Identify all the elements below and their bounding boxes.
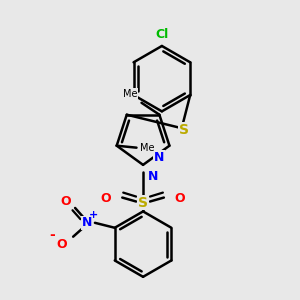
Text: S: S — [138, 196, 148, 209]
Text: Cl: Cl — [155, 28, 169, 41]
Text: O: O — [56, 238, 67, 251]
Text: N: N — [154, 151, 164, 164]
Text: +: + — [89, 210, 99, 220]
Text: N: N — [82, 216, 92, 229]
Text: O: O — [175, 192, 185, 205]
Text: N: N — [148, 170, 158, 183]
Text: -: - — [50, 228, 55, 242]
Text: O: O — [101, 192, 111, 205]
Text: Me: Me — [140, 143, 155, 153]
Text: O: O — [60, 194, 70, 208]
Text: Me: Me — [123, 89, 138, 99]
Text: S: S — [179, 123, 189, 137]
